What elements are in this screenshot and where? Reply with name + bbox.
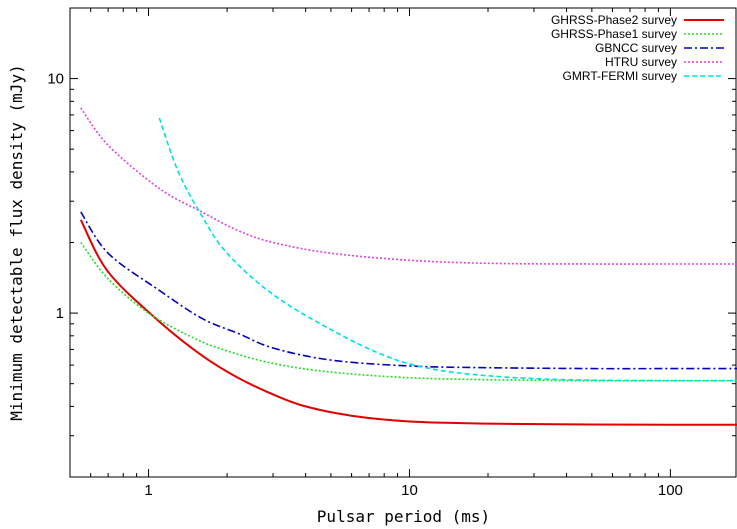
y-tick-label: 1	[56, 305, 64, 322]
y-axis-title: Minimum detectable flux density (mJy)	[7, 64, 26, 420]
series-line-4	[80, 107, 737, 265]
x-axis-title: Pulsar period (ms)	[317, 507, 490, 526]
x-tick-label: 1	[144, 482, 152, 499]
series-line-1	[79, 219, 737, 426]
legend-label: GMRT-FERMI survey	[563, 69, 677, 83]
legend-label: GHRSS-Phase1 survey	[551, 27, 677, 41]
legend-label: HTRU survey	[605, 55, 677, 69]
series-line-5	[158, 117, 737, 382]
legend-label: GHRSS-Phase2 survey	[551, 13, 677, 27]
series-line-2	[80, 242, 737, 382]
x-tick-label: 100	[658, 482, 683, 499]
legend-label: GBNCC survey	[595, 41, 677, 55]
axis-ticks: 1 10 100 1 10	[47, 8, 736, 499]
series-line-3	[80, 211, 737, 370]
x-tick-label: 10	[401, 482, 418, 499]
y-tick-label: 10	[47, 71, 64, 88]
series-layer	[79, 107, 737, 426]
